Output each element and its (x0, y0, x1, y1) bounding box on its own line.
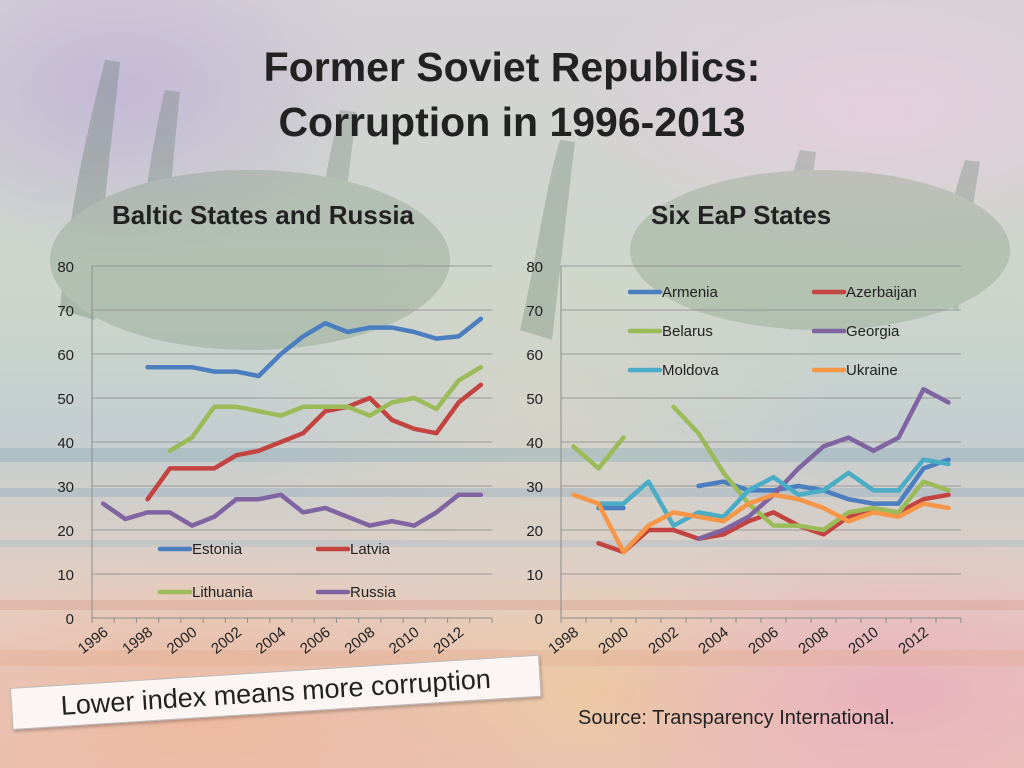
eap-ytick-label: 30 (526, 479, 543, 496)
series-line-lithuania (167, 364, 484, 454)
series-line-georgia (696, 386, 951, 542)
series-line-estonia (145, 316, 484, 379)
series-line-latvia (145, 382, 484, 502)
legend-label-azerbaijan: Azerbaijan (846, 284, 917, 301)
eap-xtick-label: 2012 (895, 624, 932, 658)
series-line-ukraine (571, 492, 951, 555)
baltic-ytick-label: 10 (57, 567, 74, 584)
baltic-ytick-label: 80 (57, 259, 74, 276)
baltic-ytick-label: 60 (57, 347, 74, 364)
baltic-ytick-label: 50 (57, 391, 74, 408)
eap-xtick-label: 2006 (745, 624, 782, 658)
eap-xtick-label: 2008 (795, 624, 832, 658)
page-title: Former Soviet Republics: Corruption in 1… (0, 40, 1024, 150)
legend-label-russia: Russia (350, 584, 397, 601)
series-line-moldova (596, 457, 951, 528)
chart-title-eap: Six EaP States (651, 200, 832, 230)
eap-ytick-label: 60 (526, 347, 543, 364)
baltic-ytick-label: 40 (57, 435, 74, 452)
eap-ytick-label: 10 (526, 567, 543, 584)
title-line-2: Corruption in 1996-2013 (278, 99, 746, 145)
title-line-1: Former Soviet Republics: (263, 44, 761, 90)
eap-ytick-label: 0 (535, 611, 543, 628)
series-line-belarus (571, 404, 951, 533)
legend-label-belarus: Belarus (662, 323, 713, 340)
eap-ytick-label: 40 (526, 435, 543, 452)
eap-xtick-label: 2000 (595, 624, 632, 658)
baltic-ytick-label: 30 (57, 479, 74, 496)
eap-ytick-label: 70 (526, 303, 543, 320)
legend-label-lithuania: Lithuania (192, 584, 254, 601)
eap-xtick-label: 2002 (645, 624, 682, 658)
legend-label-moldova: Moldova (662, 362, 719, 379)
source-text: Source: Transparency International. (578, 707, 895, 729)
eap-xtick-label: 2010 (845, 624, 882, 658)
eap-ytick-label: 20 (526, 523, 543, 540)
eap-ytick-label: 80 (526, 259, 543, 276)
eap-ytick-label: 50 (526, 391, 543, 408)
eap-xtick-label: 2004 (695, 624, 732, 658)
eap-xtick-label: 1998 (545, 624, 582, 658)
series-line-russia (100, 492, 484, 528)
legend-label-georgia: Georgia (846, 323, 900, 340)
legend-label-latvia: Latvia (350, 541, 391, 558)
legend-label-ukraine: Ukraine (846, 362, 898, 379)
baltic-ytick-label: 20 (57, 523, 74, 540)
baltic-ytick-label: 70 (57, 303, 74, 320)
chart-title-baltic: Baltic States and Russia (112, 200, 414, 230)
baltic-ytick-label: 0 (66, 611, 74, 628)
legend-label-estonia: Estonia (192, 541, 243, 558)
legend-label-armenia: Armenia (662, 284, 719, 301)
